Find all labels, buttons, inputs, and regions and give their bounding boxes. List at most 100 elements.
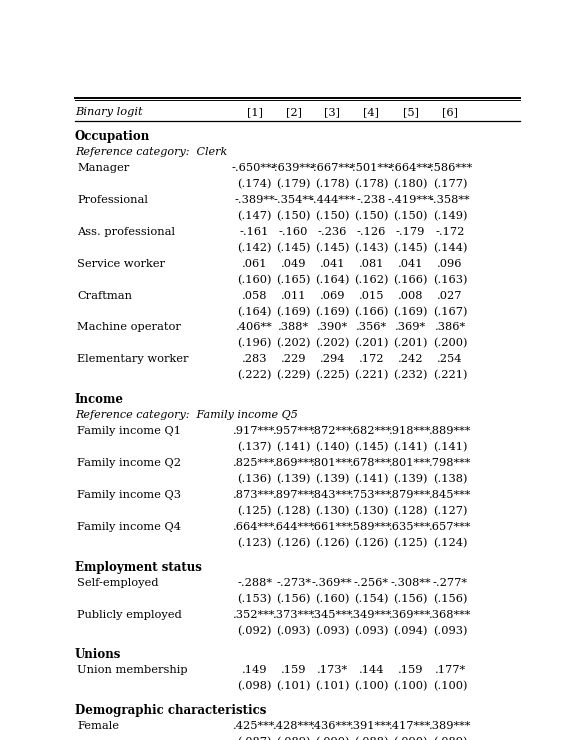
Text: .801***: .801***: [389, 458, 432, 468]
Text: (.167): (.167): [433, 306, 467, 317]
Text: .041: .041: [320, 258, 345, 269]
Text: .845***: .845***: [429, 490, 472, 500]
Text: -.160: -.160: [279, 226, 309, 237]
Text: .368***: .368***: [429, 610, 472, 619]
Text: -.236: -.236: [318, 226, 347, 237]
Text: -.664***: -.664***: [387, 163, 434, 173]
Text: .873***: .873***: [233, 490, 276, 500]
Text: [6]: [6]: [442, 107, 458, 117]
Text: (.165): (.165): [277, 275, 311, 285]
Text: (.141): (.141): [277, 442, 311, 452]
Text: (.139): (.139): [315, 474, 350, 484]
Text: .242: .242: [398, 354, 423, 364]
Text: Ass. professional: Ass. professional: [77, 226, 175, 237]
Text: -.238: -.238: [357, 195, 386, 205]
Text: (.177): (.177): [433, 179, 467, 189]
Text: .149: .149: [242, 665, 267, 676]
Text: (.126): (.126): [354, 538, 389, 548]
Text: (.163): (.163): [433, 275, 467, 285]
Text: .644***: .644***: [273, 522, 315, 532]
Text: .356*: .356*: [356, 323, 387, 332]
Text: [2]: [2]: [286, 107, 302, 117]
Text: (.136): (.136): [237, 474, 272, 484]
Text: (.141): (.141): [354, 474, 389, 484]
Text: (.141): (.141): [393, 442, 428, 452]
Text: (.180): (.180): [393, 179, 428, 189]
Text: (.126): (.126): [277, 538, 311, 548]
Text: (.169): (.169): [393, 306, 428, 317]
Text: (.142): (.142): [237, 243, 272, 253]
Text: .897***: .897***: [273, 490, 315, 500]
Text: Female: Female: [77, 722, 119, 731]
Text: (.130): (.130): [315, 506, 350, 517]
Text: .657***: .657***: [429, 522, 472, 532]
Text: (.098): (.098): [237, 682, 272, 692]
Text: (.100): (.100): [433, 682, 467, 692]
Text: [1]: [1]: [246, 107, 263, 117]
Text: (.221): (.221): [354, 370, 389, 380]
Text: (.150): (.150): [277, 211, 311, 221]
Text: (.232): (.232): [393, 370, 428, 380]
Text: -.369**: -.369**: [312, 578, 353, 588]
Text: (.088): (.088): [354, 737, 389, 740]
Text: .041: .041: [398, 258, 423, 269]
Text: (.140): (.140): [315, 442, 350, 452]
Text: .345***: .345***: [311, 610, 353, 619]
Text: .635***: .635***: [389, 522, 432, 532]
Text: (.101): (.101): [315, 682, 350, 692]
Text: (.160): (.160): [237, 275, 272, 285]
Text: (.156): (.156): [393, 593, 428, 604]
Text: (.087): (.087): [237, 737, 272, 740]
Text: (.153): (.153): [237, 593, 272, 604]
Text: Demographic characteristics: Demographic characteristics: [75, 704, 266, 717]
Text: Service worker: Service worker: [77, 258, 165, 269]
Text: .678***: .678***: [350, 458, 393, 468]
Text: (.196): (.196): [237, 338, 272, 349]
Text: .177*: .177*: [434, 665, 466, 676]
Text: (.100): (.100): [354, 682, 389, 692]
Text: [5]: [5]: [403, 107, 419, 117]
Text: Unions: Unions: [75, 648, 121, 662]
Text: (.166): (.166): [354, 306, 389, 317]
Text: -.308**: -.308**: [390, 578, 431, 588]
Text: .825***: .825***: [233, 458, 276, 468]
Text: (.169): (.169): [315, 306, 350, 317]
Text: -.288*: -.288*: [237, 578, 272, 588]
Text: (.222): (.222): [237, 370, 272, 380]
Text: Income: Income: [75, 393, 124, 406]
Text: -.358**: -.358**: [430, 195, 470, 205]
Text: (.100): (.100): [393, 682, 428, 692]
Text: (.178): (.178): [315, 179, 350, 189]
Text: (.125): (.125): [393, 538, 428, 548]
Text: .069: .069: [320, 291, 345, 300]
Text: (.200): (.200): [433, 338, 467, 349]
Text: (.201): (.201): [393, 338, 428, 349]
Text: .159: .159: [398, 665, 423, 676]
Text: (.174): (.174): [237, 179, 272, 189]
Text: -.256*: -.256*: [354, 578, 389, 588]
Text: (.090): (.090): [393, 737, 428, 740]
Text: (.139): (.139): [393, 474, 428, 484]
Text: (.125): (.125): [237, 506, 272, 517]
Text: .872***: .872***: [311, 426, 353, 436]
Text: .011: .011: [281, 291, 306, 300]
Text: (.156): (.156): [277, 593, 311, 604]
Text: (.201): (.201): [354, 338, 389, 349]
Text: .096: .096: [437, 258, 463, 269]
Text: -.444***: -.444***: [309, 195, 356, 205]
Text: Elementary worker: Elementary worker: [77, 354, 188, 364]
Text: -.172: -.172: [436, 226, 465, 237]
Text: .957***: .957***: [273, 426, 315, 436]
Text: (.130): (.130): [354, 506, 389, 517]
Text: .843***: .843***: [311, 490, 353, 500]
Text: .798***: .798***: [429, 458, 472, 468]
Text: (.145): (.145): [315, 243, 350, 253]
Text: (.179): (.179): [277, 179, 311, 189]
Text: [4]: [4]: [364, 107, 379, 117]
Text: (.147): (.147): [237, 211, 272, 221]
Text: Reference category:  Family income Q5: Reference category: Family income Q5: [75, 410, 298, 420]
Text: (.145): (.145): [393, 243, 428, 253]
Text: (.090): (.090): [315, 737, 350, 740]
Text: Professional: Professional: [77, 195, 148, 205]
Text: Family income Q1: Family income Q1: [77, 426, 181, 436]
